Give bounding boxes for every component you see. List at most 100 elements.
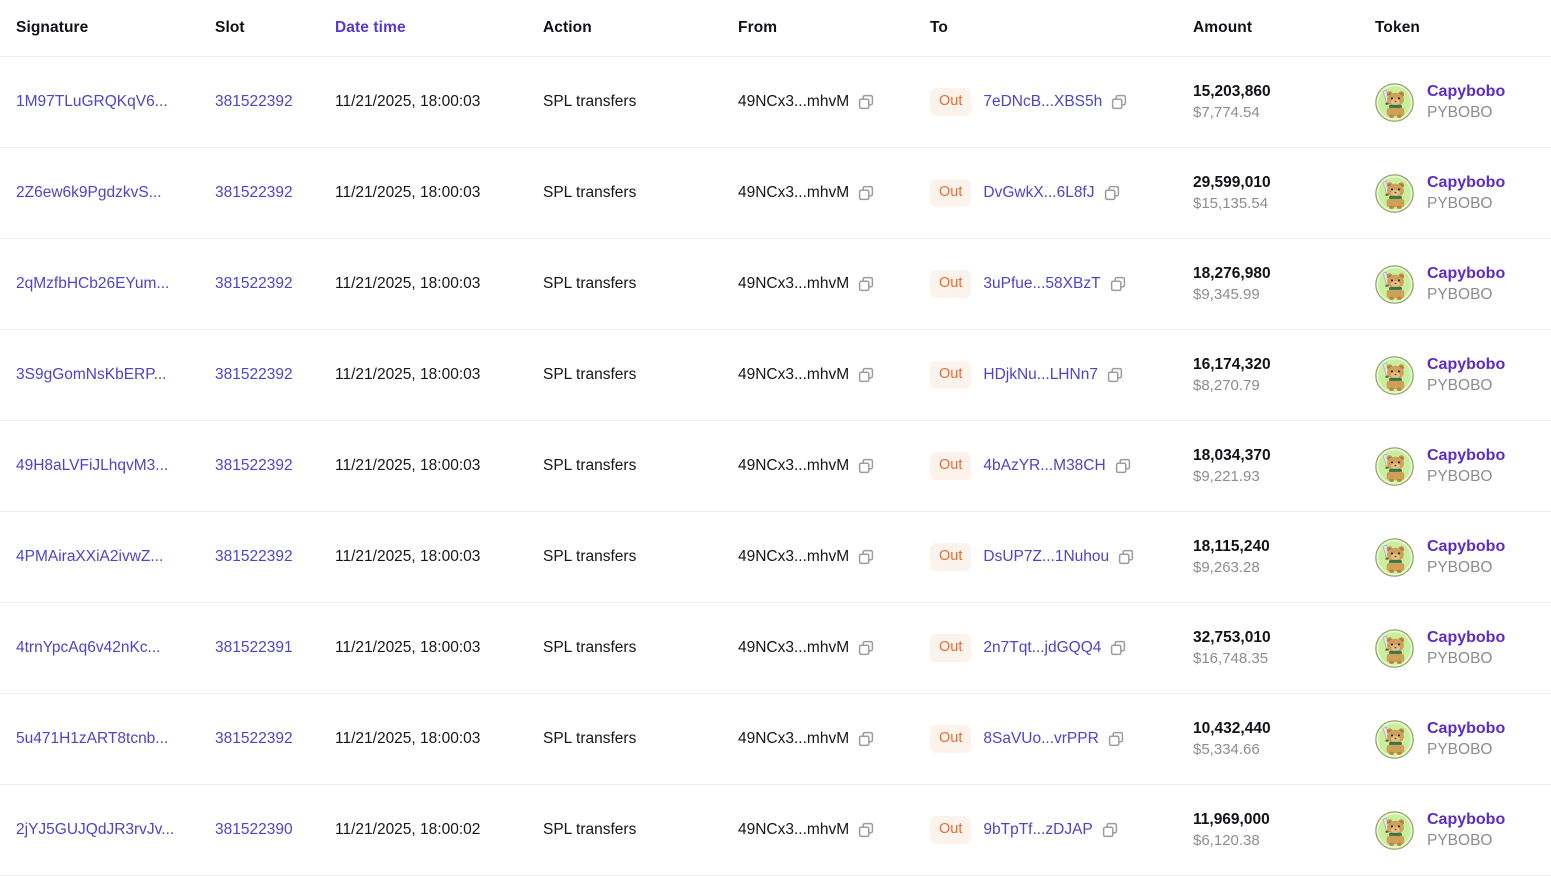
token-name-link[interactable]: Capybobo [1427,628,1506,646]
signature-link[interactable]: 2jYJ5GUJQdJR3rvJv... [16,821,175,838]
capybobo-token-icon[interactable] [1375,629,1414,668]
amount-cell: 29,599,010 $15,135.54 [1193,174,1375,212]
token-name-link[interactable]: Capybobo [1427,82,1506,100]
signature-link[interactable]: 2qMzfbHCb26EYum... [16,275,170,292]
column-header-to[interactable]: To [930,19,948,36]
from-cell: 49NCx3...mhvM [738,366,930,384]
capybobo-token-icon[interactable] [1375,174,1414,213]
token-text: Capybobo PYBOBO [1427,83,1505,122]
table-row: 5u471H1zART8tcnb... 381522392 11/21/2025… [0,694,1551,785]
column-header-token[interactable]: Token [1375,19,1420,36]
to-address-link[interactable]: 4bAzYR...M38CH [983,457,1106,474]
capybobo-token-icon[interactable] [1375,83,1414,122]
amount-token-value: 29,599,010 [1193,174,1271,191]
action-text: SPL transfers [543,821,637,838]
direction-out-badge: Out [930,816,972,844]
copy-icon[interactable] [858,731,874,747]
to-address-link[interactable]: 2n7Tqt...jdGQQ4 [983,639,1102,656]
column-header-date-time[interactable]: Date time [335,19,406,36]
copy-icon[interactable] [1115,458,1131,474]
column-header-from[interactable]: From [738,19,778,36]
slot-link[interactable]: 381522392 [215,184,293,201]
amount-usd-value: $9,263.28 [1193,559,1260,576]
datetime-text: 11/21/2025, 18:00:03 [335,730,481,747]
column-header-action[interactable]: Action [543,19,592,36]
capybobo-token-icon[interactable] [1375,265,1414,304]
copy-icon[interactable] [1104,185,1120,201]
copy-icon[interactable] [858,822,874,838]
copy-icon[interactable] [858,94,874,110]
slot-link[interactable]: 381522392 [215,730,293,747]
token-symbol: PYBOBO [1427,103,1493,121]
signature-link[interactable]: 2Z6ew6k9PgdzkvS... [16,184,162,201]
copy-icon[interactable] [1118,549,1134,565]
action-text: SPL transfers [543,730,637,747]
copy-icon[interactable] [1110,276,1126,292]
slot-link[interactable]: 381522390 [215,821,293,838]
copy-icon[interactable] [1102,822,1118,838]
copy-icon[interactable] [858,185,874,201]
to-address-link[interactable]: 3uPfue...58XBzT [983,275,1101,292]
capybobo-token-icon[interactable] [1375,811,1414,850]
to-address-link[interactable]: 7eDNcB...XBS5h [983,93,1103,110]
to-address-link[interactable]: HDjkNu...LHNn7 [983,366,1098,383]
signature-link[interactable]: 5u471H1zART8tcnb... [16,730,169,747]
amount-cell: 15,203,860 $7,774.54 [1193,83,1375,121]
copy-icon[interactable] [858,367,874,383]
copy-icon[interactable] [1107,367,1123,383]
capybobo-token-icon[interactable] [1375,447,1414,486]
signature-link[interactable]: 4trnYpcAq6v42nKc... [16,639,161,656]
signature-link[interactable]: 4PMAiraXXiA2ivwZ... [16,548,164,565]
direction-out-badge: Out [930,361,972,389]
to-address-link[interactable]: DsUP7Z...1Nuhou [983,548,1110,565]
slot-link[interactable]: 381522392 [215,366,293,383]
column-header-slot[interactable]: Slot [215,19,245,36]
datetime-text: 11/21/2025, 18:00:02 [335,821,481,838]
copy-icon[interactable] [858,458,874,474]
from-address: 49NCx3...mhvM [738,366,850,383]
slot-link[interactable]: 381522392 [215,457,293,474]
token-name-link[interactable]: Capybobo [1427,446,1506,464]
column-header-amount[interactable]: Amount [1193,19,1253,36]
from-address: 49NCx3...mhvM [738,184,850,201]
signature-link[interactable]: 3S9gGomNsKbERP... [16,366,167,383]
token-symbol: PYBOBO [1427,649,1493,667]
copy-icon[interactable] [1108,731,1124,747]
amount-usd-value: $16,748.35 [1193,650,1269,667]
token-name-link[interactable]: Capybobo [1427,355,1506,373]
capybobo-token-icon[interactable] [1375,356,1414,395]
token-cell: Capybobo PYBOBO [1375,173,1551,213]
token-text: Capybobo PYBOBO [1427,720,1505,759]
action-text: SPL transfers [543,639,637,656]
token-name-link[interactable]: Capybobo [1427,537,1506,555]
direction-out-badge: Out [930,543,972,571]
to-address-link[interactable]: 8SaVUo...vrPPR [983,730,1099,747]
copy-icon[interactable] [1110,640,1126,656]
slot-link[interactable]: 381522391 [215,639,293,656]
copy-icon[interactable] [858,276,874,292]
to-address-link[interactable]: DvGwkX...6L8fJ [983,184,1095,201]
amount-cell: 16,174,320 $8,270.79 [1193,356,1375,394]
signature-link[interactable]: 49H8aLVFiJLhqvM3... [16,457,169,474]
capybobo-token-icon[interactable] [1375,538,1414,577]
amount-cell: 18,034,370 $9,221.93 [1193,447,1375,485]
slot-link[interactable]: 381522392 [215,548,293,565]
action-text: SPL transfers [543,548,637,565]
signature-link[interactable]: 1M97TLuGRQKqV6... [16,93,168,110]
copy-icon[interactable] [1111,94,1127,110]
to-address-link[interactable]: 9bTpTf...zDJAP [983,821,1093,838]
copy-icon[interactable] [858,640,874,656]
token-name-link[interactable]: Capybobo [1427,173,1506,191]
amount-token-value: 11,969,000 [1193,811,1270,828]
slot-link[interactable]: 381522392 [215,275,293,292]
capybobo-token-icon[interactable] [1375,720,1414,759]
copy-icon[interactable] [858,549,874,565]
column-header-signature[interactable]: Signature [16,19,89,36]
token-text: Capybobo PYBOBO [1427,538,1505,577]
table-row: 1M97TLuGRQKqV6... 381522392 11/21/2025, … [0,57,1551,148]
token-name-link[interactable]: Capybobo [1427,810,1506,828]
to-cell: Out DvGwkX...6L8fJ [930,179,1193,207]
token-name-link[interactable]: Capybobo [1427,719,1506,737]
token-name-link[interactable]: Capybobo [1427,264,1506,282]
slot-link[interactable]: 381522392 [215,93,293,110]
